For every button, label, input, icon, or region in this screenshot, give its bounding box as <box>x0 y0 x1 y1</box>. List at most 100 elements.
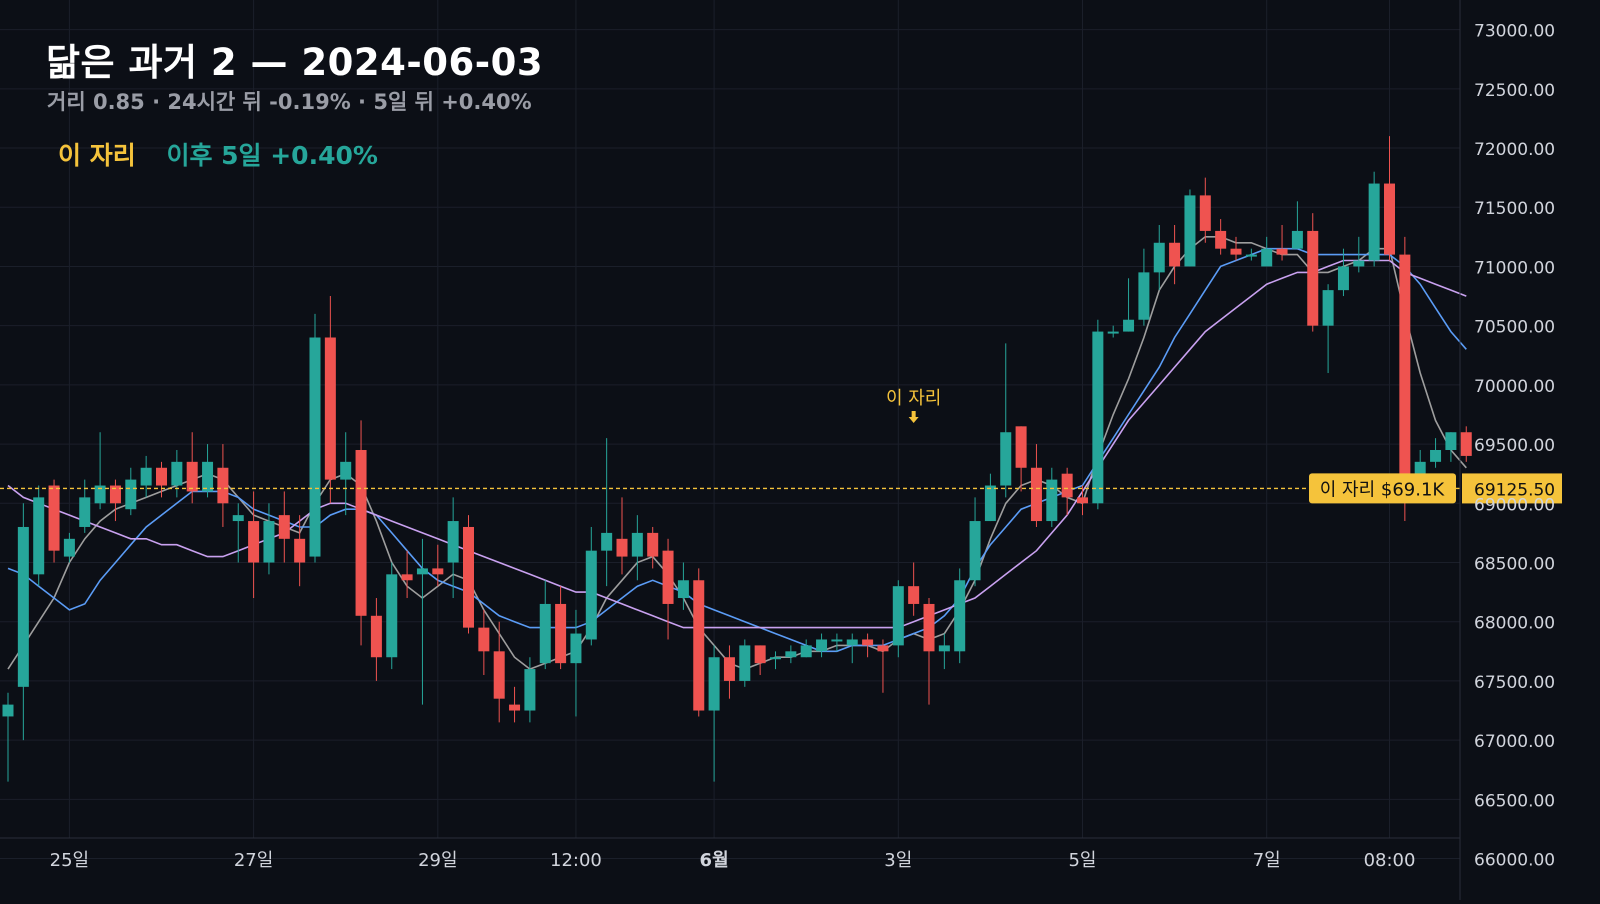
candle-body <box>1153 242 1165 273</box>
candle <box>109 479 121 522</box>
y-tick-label: 68500.00 <box>1474 555 1555 575</box>
x-tick-label: 25일 <box>50 850 89 871</box>
y-tick-label: 67000.00 <box>1474 732 1555 752</box>
candle <box>555 586 567 670</box>
candle <box>340 432 352 516</box>
axis-price-label: 69125.50 <box>1474 480 1555 500</box>
candle <box>938 633 950 670</box>
candle <box>478 609 490 675</box>
candle-body <box>232 515 244 522</box>
candle-body <box>171 461 183 486</box>
chart-title: 닮은 과거 2 — 2024-06-03 <box>46 41 544 84</box>
candle-body <box>416 568 428 575</box>
candle-body <box>1077 497 1088 504</box>
candle-body <box>831 639 843 642</box>
candle <box>908 562 920 616</box>
candle <box>48 479 60 563</box>
candle-body <box>846 639 858 646</box>
candle <box>539 580 551 670</box>
x-tick-label: 08:00 <box>1364 850 1416 871</box>
candle <box>969 497 981 587</box>
candle-body <box>186 461 198 492</box>
candle <box>1322 284 1334 374</box>
candle <box>324 296 336 504</box>
candle-body <box>984 485 996 522</box>
candle <box>1184 189 1196 267</box>
candle-body <box>524 669 536 711</box>
candle-body <box>739 645 751 681</box>
y-tick-label: 71000.00 <box>1474 258 1555 278</box>
candle-body <box>1230 248 1242 255</box>
candle-body <box>1460 432 1472 456</box>
candle-body <box>1245 254 1257 257</box>
candle <box>1261 236 1273 267</box>
candle <box>816 633 828 658</box>
candle-body <box>1030 467 1042 522</box>
x-tick-label: 7일 <box>1253 850 1281 871</box>
candle <box>846 633 858 664</box>
y-tick-label: 72500.00 <box>1474 81 1555 101</box>
candle-body <box>401 574 413 581</box>
y-tick-label: 66000.00 <box>1474 851 1555 871</box>
candle-body <box>48 485 60 551</box>
marker-layer: 이 자리이 자리 $69.1K 69125.50 <box>0 388 1562 504</box>
candle-body <box>1123 319 1135 332</box>
candle <box>401 550 413 599</box>
candle-body <box>1092 331 1104 504</box>
candle-body <box>386 574 398 658</box>
candle-body <box>94 485 106 504</box>
candle <box>232 503 244 563</box>
candle-body <box>877 645 889 652</box>
candle-body <box>309 337 321 557</box>
y-tick-label: 70500.00 <box>1474 318 1555 338</box>
candle <box>785 645 797 664</box>
candle <box>585 526 597 646</box>
legend-here-label: 이 자리 <box>58 141 136 170</box>
legend: 이 자리 이후 5일 +0.40% <box>58 136 378 172</box>
candle-body <box>248 521 260 563</box>
candle-body <box>1414 461 1426 474</box>
candle <box>754 645 766 675</box>
candle-body <box>432 568 444 575</box>
candle-body <box>294 538 306 563</box>
candle <box>723 645 735 699</box>
x-tick-label: 29일 <box>418 850 457 871</box>
candle <box>831 633 843 652</box>
candle-body <box>79 497 91 527</box>
candle <box>1430 438 1442 468</box>
candle-body <box>1353 260 1365 267</box>
candle-body <box>1384 183 1395 255</box>
candle-body <box>109 485 121 504</box>
candle-body <box>509 704 521 711</box>
candle <box>1445 432 1457 462</box>
candle-body <box>1169 242 1181 267</box>
price-tag-box <box>1309 473 1456 504</box>
x-tick-label: 3일 <box>884 850 912 871</box>
candle-body <box>708 657 720 711</box>
candle <box>662 538 674 640</box>
candle-body <box>447 521 459 563</box>
candle <box>1215 219 1227 255</box>
x-tick-label: 5일 <box>1068 850 1096 871</box>
legend-after-label: 이후 5일 +0.40% <box>166 141 378 170</box>
candle <box>708 645 720 782</box>
candle-body <box>1337 266 1349 291</box>
candle <box>1169 225 1181 285</box>
candle <box>355 420 367 646</box>
candle-body <box>1430 450 1442 462</box>
candle <box>217 444 229 527</box>
candle-body <box>125 479 137 510</box>
candle <box>1353 236 1365 273</box>
candle-body <box>355 450 367 616</box>
candle-body <box>17 526 29 687</box>
candle <box>1061 467 1073 516</box>
candle <box>416 538 428 705</box>
candle <box>984 473 996 522</box>
candle <box>1276 225 1288 261</box>
candle-body <box>800 645 812 658</box>
candle <box>94 432 106 510</box>
y-tick-label: 68000.00 <box>1474 614 1555 634</box>
candle <box>63 532 75 563</box>
candle <box>463 515 474 634</box>
